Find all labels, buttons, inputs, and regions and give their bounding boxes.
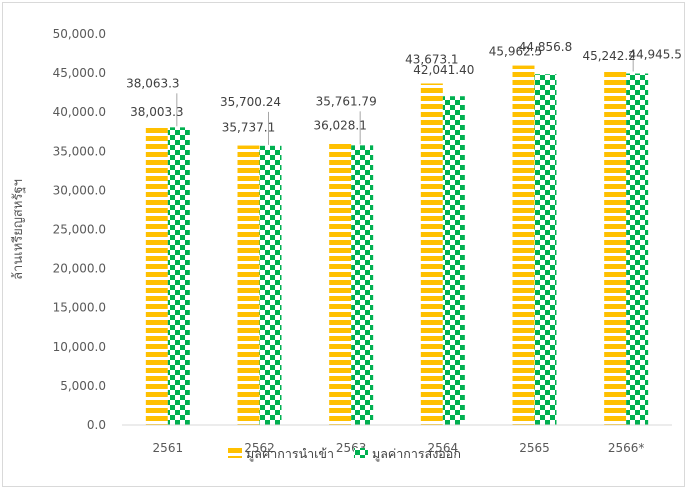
bar-imports (145, 127, 168, 425)
y-axis-title: ล้านเหรียญสหรัฐฯ (10, 179, 26, 280)
legend-swatch-imports (228, 448, 242, 458)
y-tick-label: 20,000.0 (53, 262, 106, 276)
data-label-imports: 36,028.1 (313, 118, 366, 132)
bar-imports (329, 143, 352, 425)
data-label-exports: 42,041.40 (413, 63, 474, 77)
bar-exports (259, 145, 282, 425)
bar-imports (237, 145, 260, 425)
bar-imports (604, 71, 627, 425)
bar-imports (512, 65, 535, 426)
y-tick-label: 50,000.0 (53, 27, 106, 41)
data-label-exports: 44,945.5 (628, 48, 681, 62)
y-tick-label: 35,000.0 (53, 144, 106, 158)
y-tick-label: 0.0 (87, 418, 106, 432)
bar-exports (534, 74, 557, 426)
y-tick-label: 40,000.0 (53, 105, 106, 119)
data-label-imports: 43,673.1 (405, 52, 458, 66)
data-label-exports: 44,856.8 (519, 40, 572, 54)
bar-exports (351, 145, 374, 425)
bar-imports (420, 83, 443, 426)
y-tick-label: 15,000.0 (53, 301, 106, 315)
y-tick-label: 10,000.0 (53, 340, 106, 354)
data-label-exports: 35,700.24 (220, 95, 281, 109)
legend: มูลค่าการนำเข้า มูลค่าการส่งออก (228, 446, 461, 462)
data-label-imports: 35,737.1 (222, 121, 275, 135)
y-tick-label: 25,000.0 (53, 223, 106, 237)
bar-exports (442, 96, 465, 425)
y-tick-label: 45,000.0 (53, 66, 106, 80)
legend-label-imports: มูลค่าการนำเข้า (246, 446, 334, 462)
y-tick-label: 30,000.0 (53, 183, 106, 197)
data-label-exports: 35,761.79 (316, 94, 377, 108)
legend-label-exports: มูลค่าการส่งออก (372, 446, 461, 462)
bar-exports (626, 73, 649, 426)
legend-swatch-exports (353, 448, 368, 458)
x-tick-label: 2566* (608, 441, 645, 455)
x-tick-label: 2561 (153, 441, 184, 455)
data-label-exports: 38,063.3 (126, 76, 179, 90)
data-label-imports: 38,003.3 (130, 105, 183, 119)
x-tick-label: 2565 (519, 441, 550, 455)
data-label-imports: 45,242.2 (582, 49, 635, 63)
x-tick-label: 2564 (428, 441, 459, 455)
y-tick-label: 5,000.0 (60, 379, 106, 393)
x-tick-label: 2562 (244, 441, 275, 455)
bar-exports (167, 127, 190, 425)
data-label-imports: 45,962.5 (489, 45, 542, 59)
